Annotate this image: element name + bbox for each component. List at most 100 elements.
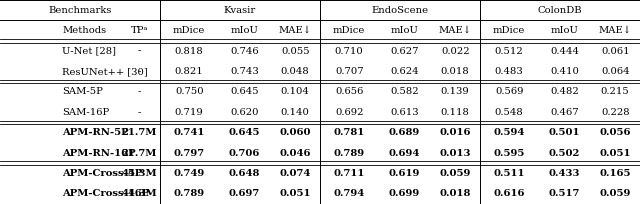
Text: MAE↓: MAE↓ [438, 26, 472, 35]
Text: mIoU: mIoU [390, 26, 419, 35]
Text: 0.483: 0.483 [495, 67, 524, 76]
Text: 0.710: 0.710 [335, 47, 364, 55]
Text: 0.694: 0.694 [388, 149, 420, 157]
Text: 0.616: 0.616 [493, 189, 525, 198]
Text: 0.060: 0.060 [280, 128, 311, 137]
Text: 0.118: 0.118 [441, 108, 470, 117]
Text: 44.3M: 44.3M [122, 169, 157, 178]
Text: 0.165: 0.165 [600, 169, 631, 178]
Text: 0.624: 0.624 [390, 67, 419, 76]
Text: APM-RN-5P: APM-RN-5P [62, 128, 129, 137]
Text: mIoU: mIoU [230, 26, 259, 35]
Text: 0.140: 0.140 [281, 108, 310, 117]
Text: mIoU: mIoU [550, 26, 579, 35]
Text: 0.410: 0.410 [550, 67, 579, 76]
Text: APM-Cross-5P: APM-Cross-5P [62, 169, 143, 178]
Text: 0.692: 0.692 [335, 108, 364, 117]
Text: mDice: mDice [173, 26, 205, 35]
Text: 0.051: 0.051 [600, 149, 631, 157]
Text: 0.059: 0.059 [600, 189, 631, 198]
Text: MAE↓: MAE↓ [278, 26, 312, 35]
Text: 0.750: 0.750 [175, 87, 204, 96]
Text: 0.594: 0.594 [493, 128, 525, 137]
Text: 0.707: 0.707 [335, 67, 364, 76]
Text: 0.517: 0.517 [548, 189, 580, 198]
Text: 0.789: 0.789 [333, 149, 365, 157]
Text: 0.627: 0.627 [390, 47, 419, 55]
Text: mDice: mDice [493, 26, 525, 35]
Text: 0.482: 0.482 [550, 87, 579, 96]
Text: 0.139: 0.139 [441, 87, 470, 96]
Text: ResUNet++ [30]: ResUNet++ [30] [62, 67, 148, 76]
Text: 21.7M: 21.7M [122, 149, 157, 157]
Text: 0.719: 0.719 [175, 108, 204, 117]
Text: 0.569: 0.569 [495, 87, 524, 96]
Text: -: - [138, 67, 141, 76]
Text: 0.444: 0.444 [550, 47, 579, 55]
Text: 0.512: 0.512 [495, 47, 524, 55]
Text: 0.215: 0.215 [601, 87, 630, 96]
Text: 0.689: 0.689 [388, 128, 420, 137]
Text: 0.501: 0.501 [548, 128, 580, 137]
Text: 0.706: 0.706 [228, 149, 260, 157]
Text: 0.697: 0.697 [228, 189, 260, 198]
Text: Kvasir: Kvasir [224, 6, 256, 15]
Text: 0.064: 0.064 [601, 67, 630, 76]
Text: -: - [138, 108, 141, 117]
Text: 0.821: 0.821 [175, 67, 204, 76]
Text: MAE↓: MAE↓ [598, 26, 632, 35]
Text: 0.656: 0.656 [335, 87, 364, 96]
Text: SAM-16P: SAM-16P [62, 108, 109, 117]
Text: U-Net [28]: U-Net [28] [62, 47, 116, 55]
Text: 0.018: 0.018 [440, 189, 471, 198]
Text: 0.059: 0.059 [440, 169, 471, 178]
Text: -: - [138, 87, 141, 96]
Text: 0.797: 0.797 [173, 149, 205, 157]
Text: 0.016: 0.016 [440, 128, 471, 137]
Text: Methods: Methods [62, 26, 106, 35]
Text: 0.699: 0.699 [388, 189, 420, 198]
Text: 0.749: 0.749 [173, 169, 205, 178]
Text: 0.794: 0.794 [333, 189, 365, 198]
Text: 0.818: 0.818 [175, 47, 204, 55]
Text: Benchmarks: Benchmarks [48, 6, 112, 15]
Text: 0.711: 0.711 [333, 169, 365, 178]
Text: 0.620: 0.620 [230, 108, 259, 117]
Text: APM-RN-16P: APM-RN-16P [62, 149, 136, 157]
Text: 0.104: 0.104 [281, 87, 310, 96]
Text: ColonDB: ColonDB [538, 6, 582, 15]
Text: 0.746: 0.746 [230, 47, 259, 55]
Text: 0.548: 0.548 [495, 108, 524, 117]
Text: 0.433: 0.433 [548, 169, 580, 178]
Text: 0.051: 0.051 [280, 189, 311, 198]
Text: 0.022: 0.022 [441, 47, 470, 55]
Text: 0.582: 0.582 [390, 87, 419, 96]
Text: mDice: mDice [333, 26, 365, 35]
Text: 0.467: 0.467 [550, 108, 579, 117]
Text: 0.619: 0.619 [388, 169, 420, 178]
Text: 0.048: 0.048 [281, 67, 310, 76]
Text: SAM-5P: SAM-5P [62, 87, 103, 96]
Text: APM-Cross-16P: APM-Cross-16P [62, 189, 150, 198]
Text: 0.645: 0.645 [230, 87, 259, 96]
Text: EndoScene: EndoScene [371, 6, 429, 15]
Text: 0.055: 0.055 [281, 47, 310, 55]
Text: 21.7M: 21.7M [122, 128, 157, 137]
Text: TPᵃ: TPᵃ [131, 26, 148, 35]
Text: 0.046: 0.046 [280, 149, 311, 157]
Text: 0.743: 0.743 [230, 67, 259, 76]
Text: 0.056: 0.056 [600, 128, 631, 137]
Text: 0.613: 0.613 [390, 108, 419, 117]
Text: 0.013: 0.013 [440, 149, 471, 157]
Text: 0.502: 0.502 [548, 149, 580, 157]
Text: 0.228: 0.228 [601, 108, 630, 117]
Text: 0.645: 0.645 [228, 128, 260, 137]
Text: 0.781: 0.781 [333, 128, 365, 137]
Text: 0.074: 0.074 [280, 169, 311, 178]
Text: 44.3M: 44.3M [122, 189, 157, 198]
Text: 0.648: 0.648 [228, 169, 260, 178]
Text: 0.018: 0.018 [441, 67, 470, 76]
Text: 0.595: 0.595 [493, 149, 525, 157]
Text: -: - [138, 47, 141, 55]
Text: 0.061: 0.061 [601, 47, 630, 55]
